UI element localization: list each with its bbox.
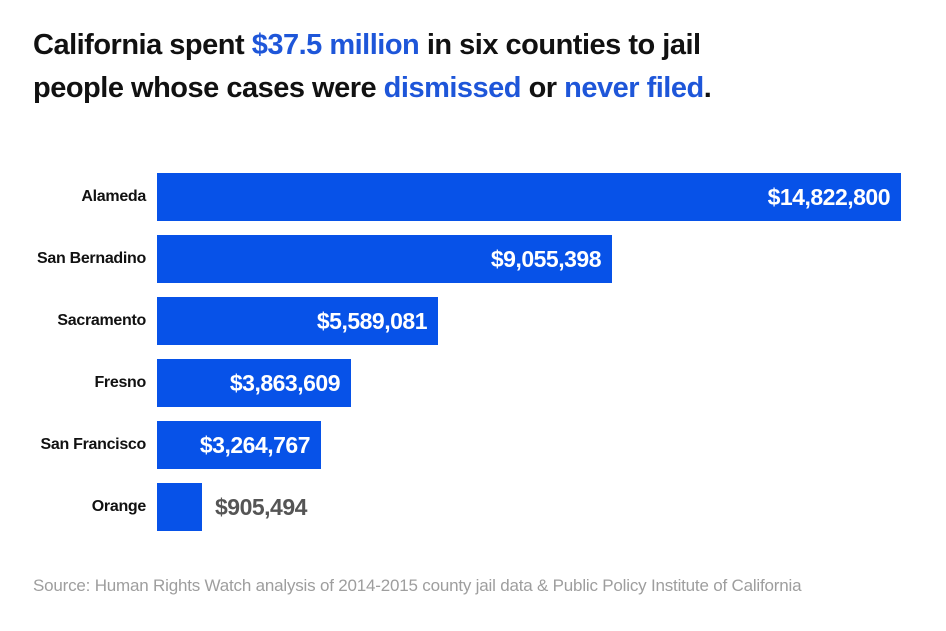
bar-area-alameda: $14,822,800 — [157, 173, 913, 221]
county-label-sacramento: Sacramento — [57, 312, 146, 329]
bar-row-sacramento: Sacramento $5,589,081 — [33, 290, 913, 352]
bar-area-orange: $905,494 — [157, 483, 913, 531]
county-label-orange: Orange — [91, 498, 147, 515]
bar-fresno: $3,863,609 — [157, 359, 351, 407]
bar-san-bernadino: $9,055,398 — [157, 235, 612, 283]
value-label-sacramento: $5,589,081 — [316, 307, 428, 334]
title-text: in six counties to jail — [419, 29, 701, 61]
county-label-alameda: Alameda — [81, 188, 146, 205]
bar-row-alameda: Alameda $14,822,800 — [33, 166, 913, 228]
value-label-san-francisco: $3,264,767 — [199, 431, 311, 458]
title-text: people whose cases were — [33, 72, 384, 104]
bar-row-orange: Orange $905,494 — [33, 476, 913, 538]
value-label-alameda: $14,822,800 — [767, 183, 891, 210]
county-label-san-francisco: San Francisco — [40, 436, 147, 453]
title-text: California spent — [33, 29, 252, 61]
source-attribution: Source: Human Rights Watch analysis of 2… — [33, 576, 802, 595]
chart-title: California spent $37.5 million in six co… — [33, 24, 913, 110]
bar-area-san-bernadino: $9,055,398 — [157, 235, 913, 283]
bar-row-san-bernadino: San Bernadino $9,055,398 — [33, 228, 913, 290]
bar-alameda: $14,822,800 — [157, 173, 901, 221]
county-label-fresno: Fresno — [94, 374, 146, 391]
title-text: . — [703, 72, 712, 104]
title-text: or — [521, 72, 565, 104]
bar-chart: Alameda $14,822,800 San Bernadino $9,055,39… — [33, 166, 913, 538]
value-label-fresno: $3,863,609 — [229, 369, 341, 396]
bar-sacramento: $5,589,081 — [157, 297, 438, 345]
bar-orange — [157, 483, 202, 531]
title-highlight: $37.5 million — [251, 29, 420, 61]
bar-area-san-francisco: $3,264,767 — [157, 421, 913, 469]
value-label-orange: $905,494 — [215, 493, 307, 520]
value-label-san-bernadino: $9,055,398 — [490, 245, 602, 272]
title-highlight: dismissed — [383, 72, 522, 104]
county-label-san-bernadino: San Bernadino — [36, 250, 146, 267]
bar-area-sacramento: $5,589,081 — [157, 297, 913, 345]
bar-san-francisco: $3,264,767 — [157, 421, 321, 469]
bar-row-fresno: Fresno $3,863,609 — [33, 352, 913, 414]
bar-area-fresno: $3,863,609 — [157, 359, 913, 407]
title-highlight: never filed — [564, 72, 704, 104]
bar-row-san-francisco: San Francisco $3,264,767 — [33, 414, 913, 476]
